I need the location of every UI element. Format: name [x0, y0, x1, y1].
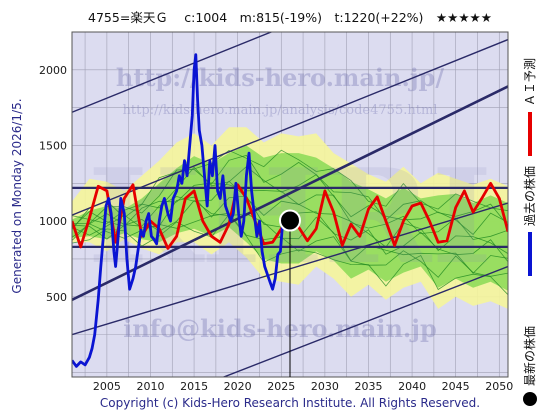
y-tick-label: 2000	[39, 64, 67, 77]
generated-date-label: Generated on Monday 2026/1/5.	[7, 96, 27, 296]
legend-label-past: 過去の株価	[523, 165, 537, 226]
legend-item-ai: ＡＩ予測	[520, 16, 540, 156]
legend-label-ai: ＡＩ予測	[523, 57, 537, 106]
trend-line	[72, 32, 274, 113]
copyright-text: Copyright (c) Kids-Hero Research Institu…	[100, 396, 480, 410]
x-tick-label: 2010	[136, 380, 164, 393]
y-tick-label: 500	[46, 291, 67, 304]
y-tick-label: 1000	[39, 215, 67, 228]
legend-item-latest: 最新の株価	[520, 266, 540, 406]
x-tick-label: 2020	[224, 380, 252, 393]
y-tick-label: 1500	[39, 139, 67, 152]
x-tick-label: 2040	[398, 380, 426, 393]
watermark-url-main: http://kids-hero.main.jp/	[116, 63, 444, 92]
watermark-email: info@kids-hero.main.jp	[123, 314, 437, 343]
x-tick-label: 2015	[180, 380, 208, 393]
x-tick-label: 2035	[354, 380, 382, 393]
sim-line	[72, 149, 508, 230]
x-tick-label: 2050	[485, 380, 513, 393]
legend-item-past: 過去の株価	[520, 136, 540, 276]
legend-swatch-latest	[523, 392, 537, 406]
trend-line	[72, 85, 508, 301]
axis-labels: 500 1000 1500 2000 2005 2010 2015 2020 2025 2030 2…	[39, 64, 513, 393]
x-tick-label: 2030	[311, 380, 339, 393]
chart-header: 4755=楽天Ｇ c:1004 m:815(-19%) t:1220(+22%)…	[88, 10, 492, 25]
x-tick-label: 2025	[267, 380, 295, 393]
series-past-price	[72, 53, 291, 368]
legend-label-latest: 最新の株価	[523, 325, 537, 386]
watermark-url-analysis: http://kids-hero.main.jp/analysis/code47…	[123, 103, 438, 118]
latest-marker-layer	[279, 209, 301, 377]
trend-line	[72, 38, 508, 216]
x-tick-label: 2005	[93, 380, 121, 393]
latest-price-marker	[279, 209, 301, 232]
x-tick-label: 2045	[442, 380, 470, 393]
legend: ＡＩ予測 過去の株価 最新の株価	[512, 28, 548, 406]
generated-date-text: Generated on Monday 2026/1/5.	[10, 98, 24, 294]
sim-line	[72, 154, 508, 227]
